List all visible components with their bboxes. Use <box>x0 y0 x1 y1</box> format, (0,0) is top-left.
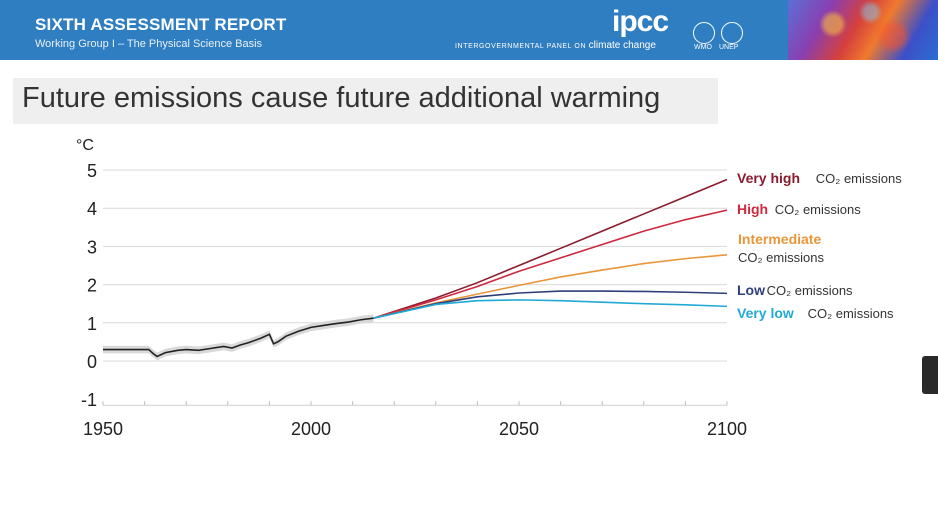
legend-suffix-intermediate: CO₂ emissions <box>738 250 824 265</box>
ipcc-tagline-big: climate change <box>588 40 656 51</box>
wmo-label: WMO <box>694 44 712 51</box>
scenario-line-low <box>373 290 728 319</box>
unep-emblem-icon <box>721 22 743 44</box>
report-title: SIXTH ASSESSMENT REPORT <box>35 15 287 34</box>
report-header-bar: SIXTH ASSESSMENT REPORT Working Group I … <box>0 0 938 60</box>
y-axis-unit: °C <box>76 137 94 154</box>
scenario-line-intermediate <box>373 254 728 319</box>
historical-line <box>103 317 374 358</box>
scenario-line-high <box>373 209 728 319</box>
report-subtitle: Working Group I – The Physical Science B… <box>35 38 263 50</box>
y-tick-label: 4 <box>87 199 97 219</box>
y-tick-label: -1 <box>81 390 97 410</box>
y-tick-label: 1 <box>87 314 97 334</box>
legend-name-low: Low <box>737 282 765 298</box>
y-tick-label: 2 <box>87 276 97 296</box>
slide-scroll-handle[interactable] <box>922 356 938 394</box>
x-tick-label: 2000 <box>291 419 331 439</box>
ipcc-tagline: INTERGOVERNMENTAL PANEL ON climate chang… <box>455 40 656 51</box>
scenario-line-very-high <box>373 178 728 319</box>
unep-label: UNEP <box>719 44 739 51</box>
legend-name-very-high: Very high <box>737 170 800 186</box>
legend-name-very-low: Very low <box>737 305 794 321</box>
legend-name-intermediate: Intermediate <box>738 231 821 247</box>
y-tick-label: 0 <box>87 352 97 372</box>
wmo-emblem-icon <box>693 22 715 44</box>
y-tick-label: 5 <box>87 161 97 181</box>
banner-artwork <box>788 0 938 60</box>
y-tick-label: 3 <box>87 237 97 257</box>
ipcc-tagline-small: INTERGOVERNMENTAL PANEL ON <box>455 43 587 50</box>
legend-suffix-high: CO₂ emissions <box>775 202 861 217</box>
historical-uncertainty-band <box>103 314 374 361</box>
legend-name-high: High <box>737 201 768 217</box>
heading-background <box>13 78 718 124</box>
x-tick-label: 2100 <box>707 419 747 439</box>
x-tick-label: 2050 <box>499 419 539 439</box>
legend-suffix-very-high: CO₂ emissions <box>816 171 902 186</box>
scenario-line-very-low <box>373 299 728 319</box>
slide-heading: Future emissions cause future additional… <box>22 82 661 114</box>
legend-suffix-very-low: CO₂ emissions <box>808 306 894 321</box>
ipcc-logo: ipcc <box>612 5 669 38</box>
x-tick-label: 1950 <box>83 419 123 439</box>
legend-suffix-low: CO₂ emissions <box>767 283 853 298</box>
